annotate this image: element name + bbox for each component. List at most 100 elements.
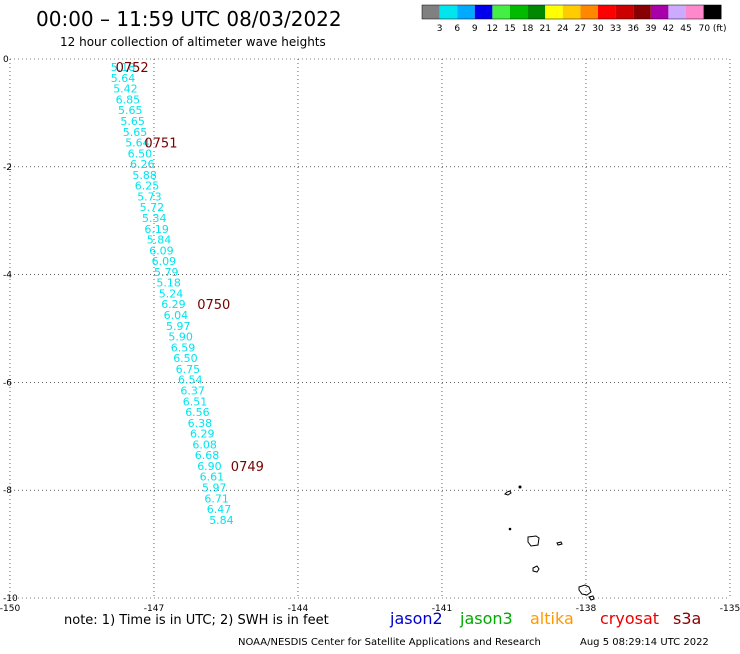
swh-point: 5.18 xyxy=(156,277,181,290)
color-scale-label: 30 xyxy=(592,24,604,34)
swh-point: 5.79 xyxy=(154,266,179,279)
color-swatch-5 xyxy=(510,5,528,19)
color-swatch-9 xyxy=(580,5,598,19)
satellite-legend-cryosat: cryosat xyxy=(600,609,659,628)
swh-point: 5.72 xyxy=(140,201,165,214)
color-scale-label: 70 (ft) xyxy=(699,24,727,34)
color-scale-label: 15 xyxy=(504,24,515,34)
swh-point: 6.71 xyxy=(204,492,229,505)
color-scale-label: 6 xyxy=(454,24,460,34)
y-tick-label: -6 xyxy=(3,378,12,388)
swh-point: 5.84 xyxy=(147,234,172,247)
swh-point: 6.85 xyxy=(116,93,141,106)
swh-point: 5.65 xyxy=(120,115,144,128)
swh-point: 5.18 xyxy=(111,61,136,74)
time-annotations: 0752 0751 0750 0749 xyxy=(116,61,264,475)
y-tick-label: -8 xyxy=(3,486,12,496)
color-scale-label: 9 xyxy=(472,24,478,34)
footer-timestamp: Aug 5 08:29:14 UTC 2022 xyxy=(580,637,709,648)
swh-point: 5.88 xyxy=(132,169,157,182)
y-tick-label: 0 xyxy=(3,55,9,65)
color-swatch-8 xyxy=(562,5,581,19)
color-scale-border xyxy=(421,4,722,20)
swh-point: 6.08 xyxy=(192,438,217,451)
x-tick-label: -141 xyxy=(432,604,452,614)
color-scale-label: 27 xyxy=(575,24,586,34)
swh-point: 6.26 xyxy=(130,158,155,171)
color-swatch-11 xyxy=(615,5,634,19)
swh-point: 5.97 xyxy=(202,482,227,495)
color-swatch-2 xyxy=(457,5,475,19)
swh-point: 5.64 xyxy=(111,72,136,85)
swh-point: 6.09 xyxy=(149,244,174,257)
satellite-legend-s3a: s3a xyxy=(673,609,701,628)
page-title: 00:00 – 11:59 UTC 08/03/2022 xyxy=(36,7,342,31)
swh-point: 6.38 xyxy=(188,417,213,430)
satellite-legend-jason2: jason2 xyxy=(389,609,443,628)
color-swatch-1 xyxy=(439,5,458,19)
x-tick-label: -138 xyxy=(576,604,597,614)
satellite-legend: jason2 jason3 altika cryosat s3a xyxy=(389,609,701,628)
swh-point: 6.90 xyxy=(197,460,222,473)
time-annotation: 0750 xyxy=(197,298,230,313)
time-annotation: 0749 xyxy=(231,460,264,475)
color-scale-label: 45 xyxy=(680,24,691,34)
satellite-legend-jason3: jason3 xyxy=(459,609,513,628)
time-annotation: 0752 xyxy=(116,61,149,76)
swh-point: 6.47 xyxy=(207,503,232,516)
swh-point: 6.56 xyxy=(185,406,210,419)
x-tick-label: -150 xyxy=(0,604,20,614)
axis-ticks: 0 -2 -4 -6 -8 -10-150 -147 -144 -141 -138 -135 xyxy=(0,55,740,614)
swh-point: 6.29 xyxy=(190,428,215,441)
swh-point: 5.24 xyxy=(159,287,184,300)
color-swatch-3 xyxy=(474,5,493,19)
swh-point: 6.29 xyxy=(161,298,186,311)
color-swatch-16 xyxy=(703,5,722,19)
color-scale-label: 39 xyxy=(645,24,657,34)
footer-note: note: 1) Time is in UTC; 2) SWH is in fe… xyxy=(64,613,329,628)
color-swatch-0 xyxy=(422,5,440,19)
color-scale-label: 12 xyxy=(487,24,498,34)
color-swatch-12 xyxy=(633,5,651,19)
swh-point: 6.25 xyxy=(135,180,160,193)
swh-point: 6.61 xyxy=(200,471,225,484)
y-tick-label: -10 xyxy=(3,594,18,604)
color-scale-label: 36 xyxy=(627,24,639,34)
swh-point: 5.65 xyxy=(118,104,143,117)
swh-point: 5.64 xyxy=(125,137,150,150)
swh-point: 6.04 xyxy=(164,309,189,322)
swh-point: 5.34 xyxy=(142,212,167,225)
color-swatch-10 xyxy=(598,5,616,19)
color-scale-label: 21 xyxy=(539,24,550,34)
color-scale-legend xyxy=(421,4,722,20)
swh-point: 6.50 xyxy=(173,352,198,365)
color-swatch-15 xyxy=(686,5,704,19)
swh-point: 6.54 xyxy=(178,374,203,387)
swh-point: 5.73 xyxy=(137,190,162,203)
swh-point: 6.51 xyxy=(183,395,208,408)
swh-point: 5.84 xyxy=(209,514,234,527)
color-swatch-7 xyxy=(545,5,563,19)
color-swatch-6 xyxy=(527,5,546,19)
satellite-legend-altika: altika xyxy=(530,609,574,628)
color-scale-label: 24 xyxy=(557,24,569,34)
x-tick-label: -135 xyxy=(720,604,740,614)
time-annotation: 0751 xyxy=(144,137,177,152)
x-tick-label: -144 xyxy=(288,604,309,614)
footer-credit: NOAA/NESDIS Center for Satellite Applica… xyxy=(238,637,541,648)
swh-point: 6.50 xyxy=(128,147,153,160)
swh-point: 6.68 xyxy=(195,449,220,462)
swh-points: 5.185.645.426.855.655.655.655.646.506.26… xyxy=(111,61,234,527)
swh-point: 5.42 xyxy=(113,83,138,96)
color-swatch-4 xyxy=(492,5,510,19)
swh-point: 6.19 xyxy=(144,223,169,236)
color-swatch-14 xyxy=(668,5,686,19)
swh-point: 6.37 xyxy=(180,384,205,397)
plot-grid xyxy=(9,58,731,599)
color-scale-label: 3 xyxy=(437,24,443,34)
swh-point: 5.65 xyxy=(123,126,148,139)
x-tick-label: -147 xyxy=(144,604,164,614)
swh-point: 6.09 xyxy=(152,255,177,268)
y-tick-label: -2 xyxy=(3,163,12,173)
